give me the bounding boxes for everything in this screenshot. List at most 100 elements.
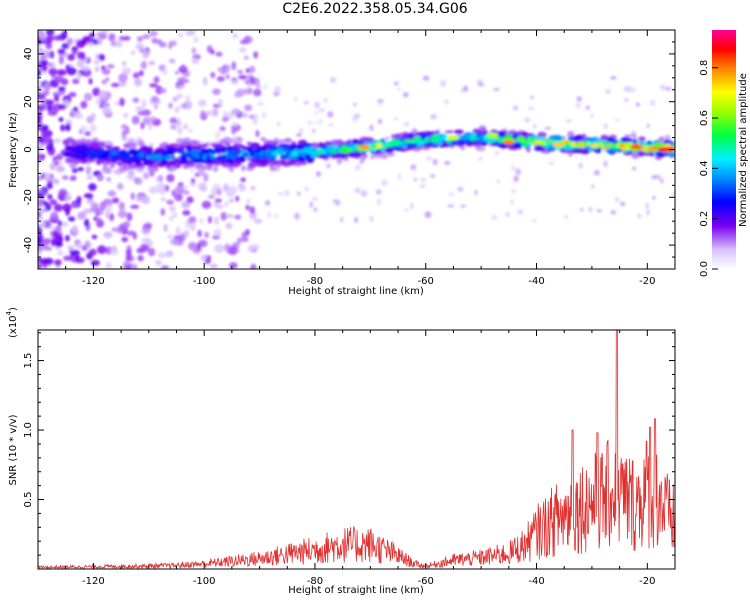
heatmap-cell — [262, 111, 266, 119]
heatmap-cell — [403, 133, 408, 139]
heatmap-cell — [267, 211, 271, 219]
x-tick-label: -40 — [528, 576, 544, 587]
heatmap-cell — [101, 68, 111, 75]
heatmap-cell — [155, 260, 162, 266]
heatmap-cell — [522, 142, 528, 148]
heatmap-cell — [99, 149, 105, 153]
heatmap-cell — [602, 140, 609, 147]
heatmap-cell — [491, 215, 497, 220]
heatmap-cell — [241, 156, 246, 162]
heatmap-cell — [181, 79, 190, 84]
heatmap-cell — [55, 153, 64, 161]
heatmap-cell — [166, 199, 174, 205]
heatmap-cell — [655, 174, 662, 180]
heatmap-cell — [90, 202, 99, 211]
heatmap-cell — [620, 137, 628, 143]
heatmap-cell — [86, 159, 96, 163]
y-tick-label: 1.0 — [23, 422, 34, 438]
heatmap-cell — [156, 183, 164, 190]
heatmap-cell — [376, 198, 382, 206]
heatmap-cell — [624, 98, 629, 102]
heatmap-cell — [206, 148, 214, 153]
heatmap-cell — [444, 160, 451, 165]
heatmap-cell — [142, 155, 147, 161]
heatmap-cell — [149, 154, 157, 160]
heatmap-cell — [278, 192, 283, 196]
heatmap-cell — [397, 173, 402, 181]
heatmap-cell — [57, 250, 64, 256]
heatmap-cell — [434, 130, 440, 135]
heatmap-cell — [131, 150, 136, 156]
heatmap-cell — [212, 88, 221, 95]
heatmap-cell — [472, 142, 481, 147]
heatmap-cell — [231, 108, 241, 115]
heatmap-cell — [610, 76, 617, 80]
heatmap-cell — [140, 243, 150, 251]
heatmap-cell — [319, 154, 328, 158]
heatmap-cell — [365, 137, 374, 142]
heatmap-cell — [517, 209, 524, 215]
heatmap-cell — [86, 42, 95, 47]
heatmap-cell — [454, 129, 464, 135]
heatmap-cell — [122, 67, 132, 76]
heatmap-cell — [212, 166, 219, 172]
heatmap-cell — [202, 76, 208, 86]
heatmap-cell — [418, 141, 426, 145]
heatmap-cell — [48, 67, 58, 76]
heatmap-cell — [222, 110, 227, 116]
heatmap-cell — [231, 61, 237, 71]
heatmap-cell — [258, 160, 269, 167]
heatmap-cell — [53, 103, 61, 112]
heatmap-cell — [210, 155, 216, 160]
heatmap-cell — [210, 49, 215, 55]
heatmap-cell — [457, 186, 464, 192]
heatmap-cell — [80, 125, 88, 133]
heatmap-cell — [75, 39, 86, 49]
heatmap-cell — [460, 146, 466, 151]
heatmap-cell — [142, 49, 150, 59]
heatmap-cell — [216, 133, 220, 140]
heatmap-cell — [253, 88, 262, 97]
heatmap-cell — [67, 216, 76, 222]
heatmap-cell — [103, 163, 108, 170]
heatmap-cell — [655, 151, 663, 157]
heatmap-cell — [148, 142, 155, 147]
heatmap-cell — [84, 131, 91, 137]
heatmap-cell — [231, 148, 237, 152]
heatmap-cell — [615, 118, 619, 123]
heatmap-panel: -120 -100 -80 -60 -40 -20 -40 -20 0 20 40 Height o… — [8, 29, 676, 297]
heatmap-hotspot — [502, 139, 515, 145]
heatmap-cell — [71, 51, 78, 56]
heatmap-cell — [109, 213, 114, 222]
heatmap-cell — [61, 221, 69, 227]
heatmap-cell — [586, 139, 592, 144]
heatmap-cell — [64, 145, 72, 152]
heatmap-cell — [478, 133, 484, 139]
x-tick-label: -60 — [418, 276, 434, 287]
heatmap-cell — [68, 92, 77, 98]
heatmap-cell — [66, 37, 73, 46]
heatmap-cell — [534, 140, 545, 145]
heatmap-cell — [67, 53, 76, 61]
heatmap-cell — [268, 145, 278, 151]
heatmap-cell — [147, 145, 154, 153]
heatmap-cell — [620, 201, 626, 206]
heatmap-cell — [386, 152, 396, 157]
heatmap-cell — [215, 51, 223, 57]
heatmap-cell — [141, 99, 147, 108]
heatmap-cell — [65, 123, 71, 132]
heatmap-cell — [75, 114, 84, 119]
heatmap-cell — [243, 146, 250, 150]
heatmap-ticks: -120 -100 -80 -60 -40 -20 -40 -20 0 20 40 — [23, 29, 676, 287]
heatmap-hotspot — [486, 132, 499, 138]
heatmap-cell — [220, 211, 227, 221]
heatmap-cell — [148, 158, 159, 164]
heatmap-cell — [397, 144, 403, 148]
heatmap-cell — [182, 210, 191, 216]
heatmap-cell — [323, 98, 329, 103]
heatmap-cell — [158, 41, 167, 48]
heatmap-cell — [227, 150, 235, 156]
heatmap-cell — [605, 89, 611, 94]
heatmap-cell — [397, 87, 401, 92]
heatmap-cell — [174, 162, 181, 169]
